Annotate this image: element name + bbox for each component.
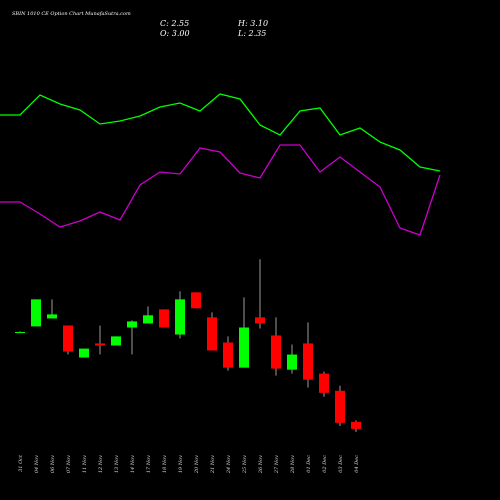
candle-body [223,342,233,368]
x-tick-label: 11 Nov [82,455,88,473]
open-label: O: 3.00 [160,29,190,38]
x-tick-label: 04 Dec [354,455,360,473]
x-tick-label: 18 Nov [162,455,168,473]
candle-body [63,325,73,352]
x-tick-label: 01 Dec [306,455,312,473]
candle-body [47,314,57,319]
x-tick-label: 25 Nov [242,455,248,474]
candle-body [207,317,217,351]
x-tick-label: 14 Nov [130,455,136,473]
candle-body [271,335,281,369]
candle-body [127,321,137,328]
x-tick-label: 24 Nov [226,455,232,474]
x-tick-label: 03 Dec [338,455,344,473]
x-tick-label: 17 Nov [146,455,152,473]
x-tick-label: 12 Nov [98,455,104,473]
x-tick-label: 13 Nov [114,455,120,473]
x-tick-label: 21 Nov [210,455,216,474]
indicator-line [0,144,441,236]
x-tick-label: 06 Nov [50,455,56,473]
candle-body [159,309,169,328]
candle-body [255,317,265,324]
candle-body [175,299,185,335]
candle-body [79,348,89,358]
chart-title: SBIN 1010 CE Option Chart MunafaSutra.co… [12,11,131,17]
candle-body [95,343,105,346]
candle-body [303,343,313,380]
x-tick-label: 20 Nov [194,455,200,474]
x-tick-label: 27 Nov [274,455,280,474]
candle-body [191,292,201,309]
candle-body [111,336,121,346]
x-tick-label: 31 Oct [18,454,24,472]
x-tick-label: 07 Nov [66,455,72,473]
candle-body [143,315,153,324]
x-tick-label: 19 Nov [178,455,184,473]
candle-body [351,421,361,429]
candle-body [319,373,329,393]
high-label: H: 3.10 [237,19,268,28]
candle-body [15,332,25,334]
candle-body [335,390,345,423]
x-tick-label: 04 Nov [34,455,40,473]
x-tick-label: 26 Nov [258,455,264,474]
x-tick-label: 28 Nov [290,455,296,474]
x-tick-label: 02 Dec [322,455,328,473]
candle-body [287,354,297,370]
low-label: L: 2.35 [237,29,266,38]
candle-body [31,299,41,327]
candle-body [239,327,249,368]
indicator-line [0,93,441,172]
close-label: C: 2.55 [160,19,189,28]
